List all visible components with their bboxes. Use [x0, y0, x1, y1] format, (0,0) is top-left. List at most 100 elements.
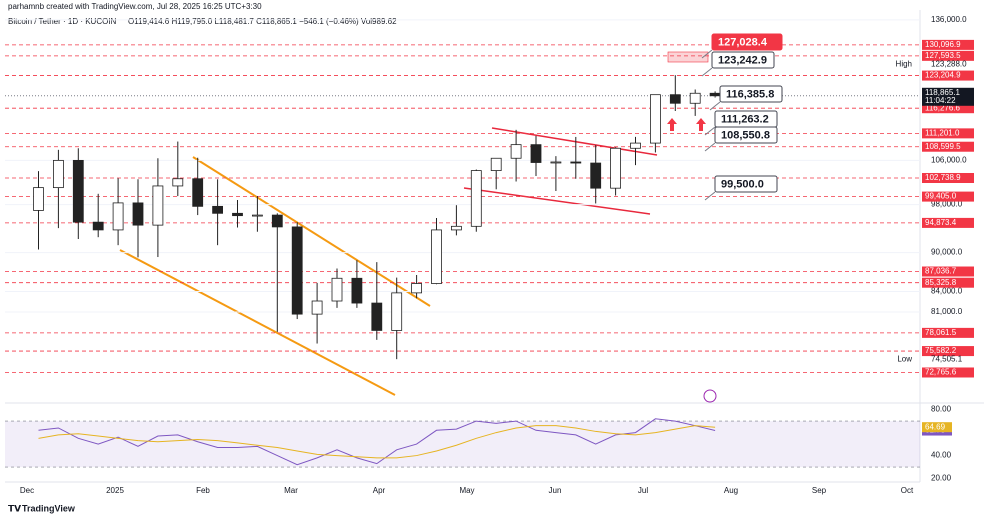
level-label: 72,765.6	[925, 368, 957, 377]
level-tag	[922, 367, 974, 378]
candle-body	[689, 92, 701, 104]
level-tag	[922, 217, 974, 228]
candle-body	[251, 214, 263, 217]
candle-body	[411, 283, 423, 294]
x-tick-label: Apr	[373, 486, 386, 495]
channel-line	[192, 156, 431, 307]
y-tick-label: 136,000.0	[931, 15, 967, 24]
candle-body	[470, 170, 482, 227]
y-tick-label: 40.00	[931, 451, 952, 460]
candle-body	[709, 92, 721, 97]
y-tick-label: 20.00	[931, 474, 952, 483]
level-label: 108,599.5	[925, 142, 961, 151]
last-price-label: 118,865.1	[925, 88, 961, 97]
level-label: 127,593.5	[925, 51, 961, 60]
high-label: 123,288.0	[931, 59, 967, 68]
x-tick-label: Oct	[901, 486, 914, 495]
arrow-icon	[696, 118, 706, 131]
level-tag	[922, 141, 974, 152]
candle-body	[172, 178, 184, 187]
x-tick-label: Jun	[549, 486, 562, 495]
value-tag	[922, 422, 952, 433]
x-tick-label: Sep	[812, 486, 827, 495]
x-tick-label: Jul	[638, 486, 648, 495]
level-tag	[922, 172, 974, 183]
x-tick-label: Feb	[196, 486, 210, 495]
level-label: 87,036.7	[925, 267, 957, 276]
candle-body	[53, 159, 64, 189]
y-tick-label: 80.00	[931, 405, 952, 414]
candle-body	[570, 161, 582, 164]
level-tag	[922, 39, 974, 50]
candle-body	[510, 144, 522, 159]
candle-body	[192, 178, 204, 207]
flag-line	[491, 127, 658, 156]
callout-label: 127,028.4	[718, 36, 768, 48]
credit: parhamnb created with TradingView.com, J…	[8, 2, 262, 11]
level-label: 116,276.6	[925, 103, 961, 112]
callout-box	[711, 33, 783, 51]
y-tick-label: 84,000.0	[931, 287, 963, 296]
band-fill	[5, 421, 920, 468]
x-tick-label: Aug	[724, 486, 738, 495]
level-tag	[922, 50, 974, 61]
candle-body	[630, 142, 641, 149]
level-label: 78,061.5	[925, 328, 957, 337]
callout-connector	[709, 101, 721, 111]
callout-connector	[701, 67, 713, 77]
channel-line	[119, 249, 396, 396]
target-zone	[667, 51, 709, 63]
level-tag	[922, 103, 974, 114]
callout-connector	[704, 142, 716, 152]
candle-body	[450, 225, 462, 231]
flag-line	[463, 187, 651, 215]
callout-box	[714, 126, 778, 144]
last-price-tag	[922, 87, 974, 106]
candle-body	[112, 202, 124, 231]
level-label: 75,582.2	[925, 346, 957, 355]
symbol: Bitcoin / Tether · 1D · KUCOIN	[8, 17, 117, 26]
level-tag	[922, 327, 974, 338]
level-tag	[922, 70, 974, 81]
level-tag	[922, 128, 974, 139]
candle-body	[271, 214, 283, 228]
level-tag	[922, 346, 974, 357]
candle-body	[232, 212, 243, 217]
candle-body	[391, 292, 403, 331]
level-label: 85,325.8	[925, 278, 957, 287]
candle-body	[610, 147, 621, 189]
brand: TradingView	[22, 503, 76, 513]
candle-body	[72, 159, 84, 223]
candle-body	[331, 277, 343, 302]
candle-body	[311, 300, 323, 315]
candle-body	[530, 144, 542, 163]
callout-box	[711, 51, 775, 69]
callout-box	[719, 85, 783, 103]
callout-label: 99,500.0	[721, 178, 764, 190]
x-tick-label: Mar	[284, 486, 298, 495]
candle-body	[132, 202, 144, 226]
brand-logo: 𝗧𝗩	[8, 503, 21, 513]
countdown: 11:04:22	[925, 96, 956, 105]
candle-body	[152, 185, 164, 226]
level-label: 99,405.0	[925, 192, 957, 201]
candle-body	[351, 277, 363, 304]
candle-body	[212, 205, 224, 214]
level-tag	[922, 277, 974, 288]
candle-body	[490, 157, 502, 171]
ohlc: O119,414.6 H119,795.0 L118,481.7 C118,86…	[128, 17, 397, 26]
candle-body	[669, 94, 681, 104]
level-label: 111,201.0	[925, 128, 960, 137]
value-label: 64.69	[925, 422, 946, 431]
callout-connector	[704, 126, 716, 136]
y-tick-label: 106,000.0	[931, 155, 967, 164]
y-tick-label: 98,000.0	[931, 200, 963, 209]
callout-label: 108,550.8	[721, 129, 770, 141]
drawings	[119, 51, 717, 403]
x-tick-label: Dec	[20, 486, 34, 495]
candle-body	[33, 187, 44, 211]
candle-body	[92, 221, 104, 231]
candle-body	[431, 229, 442, 284]
y-tick-label: 81,000.0	[931, 307, 963, 316]
